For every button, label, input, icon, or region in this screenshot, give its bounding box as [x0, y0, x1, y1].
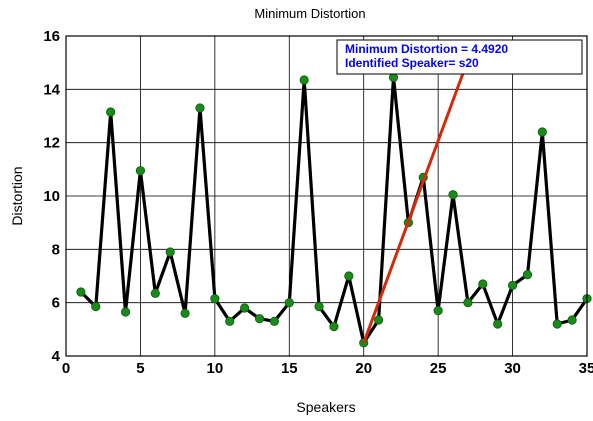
y-tick-label: 8: [52, 241, 60, 258]
data-point: [373, 315, 384, 325]
y-tick-labels: 4 6 8 10 12 14 16: [43, 28, 60, 365]
data-point: [76, 287, 86, 297]
data-point: [210, 294, 220, 304]
chart-title: Minimum Distortion: [254, 6, 365, 21]
y-tick-label: 12: [43, 135, 60, 152]
x-tick-label: 0: [62, 360, 70, 377]
x-axis-label: Speakers: [296, 399, 355, 415]
data-point: [448, 190, 458, 200]
y-tick-label: 10: [43, 188, 60, 205]
data-point: [120, 307, 131, 317]
x-tick-label: 35: [579, 360, 593, 377]
data-point: [567, 315, 577, 325]
data-point: [91, 302, 101, 312]
x-tick-labels: 0 5 10 15 20 25 30 35: [62, 360, 593, 377]
data-point: [180, 308, 190, 318]
data-point: [150, 288, 160, 298]
data-point: [314, 302, 324, 312]
data-point: [552, 319, 562, 329]
x-tick-label: 25: [430, 360, 447, 377]
data-point: [195, 103, 205, 113]
annotation-text: Identified Speaker= s20: [345, 56, 479, 70]
data-point: [507, 280, 518, 290]
data-point: [106, 107, 116, 117]
y-tick-label: 4: [52, 348, 61, 365]
data-point: [135, 166, 146, 176]
data-point: [299, 75, 309, 85]
data-point: [329, 322, 339, 332]
data-point: [240, 303, 250, 313]
y-axis-label: Distortion: [9, 166, 25, 225]
x-tick-label: 10: [207, 360, 224, 377]
data-point: [433, 306, 443, 316]
plot-frame: [65, 35, 588, 357]
data-point: [225, 316, 235, 326]
grid-lines: [66, 36, 587, 356]
data-point: [478, 279, 488, 289]
data-point: [493, 319, 503, 329]
data-point: [284, 298, 294, 308]
data-point: [269, 316, 279, 326]
annotation-text: Minimum Distortion = 4.4920: [345, 42, 508, 56]
y-tick-label: 6: [52, 295, 60, 312]
data-point: [537, 127, 547, 137]
data-point: [254, 314, 265, 324]
x-tick-label: 5: [136, 360, 144, 377]
data-point: [165, 247, 175, 257]
annotation-arrow: [362, 67, 467, 344]
y-tick-label: 14: [43, 81, 60, 98]
annotation-box: [336, 39, 583, 75]
data-point: [344, 271, 354, 281]
data-point: [463, 298, 473, 308]
data-point: [522, 270, 533, 280]
x-tick-label: 20: [355, 360, 372, 377]
series-group: [76, 72, 592, 348]
x-tick-label: 15: [281, 360, 298, 377]
x-tick-label: 30: [504, 360, 521, 377]
y-tick-label: 16: [43, 28, 60, 45]
